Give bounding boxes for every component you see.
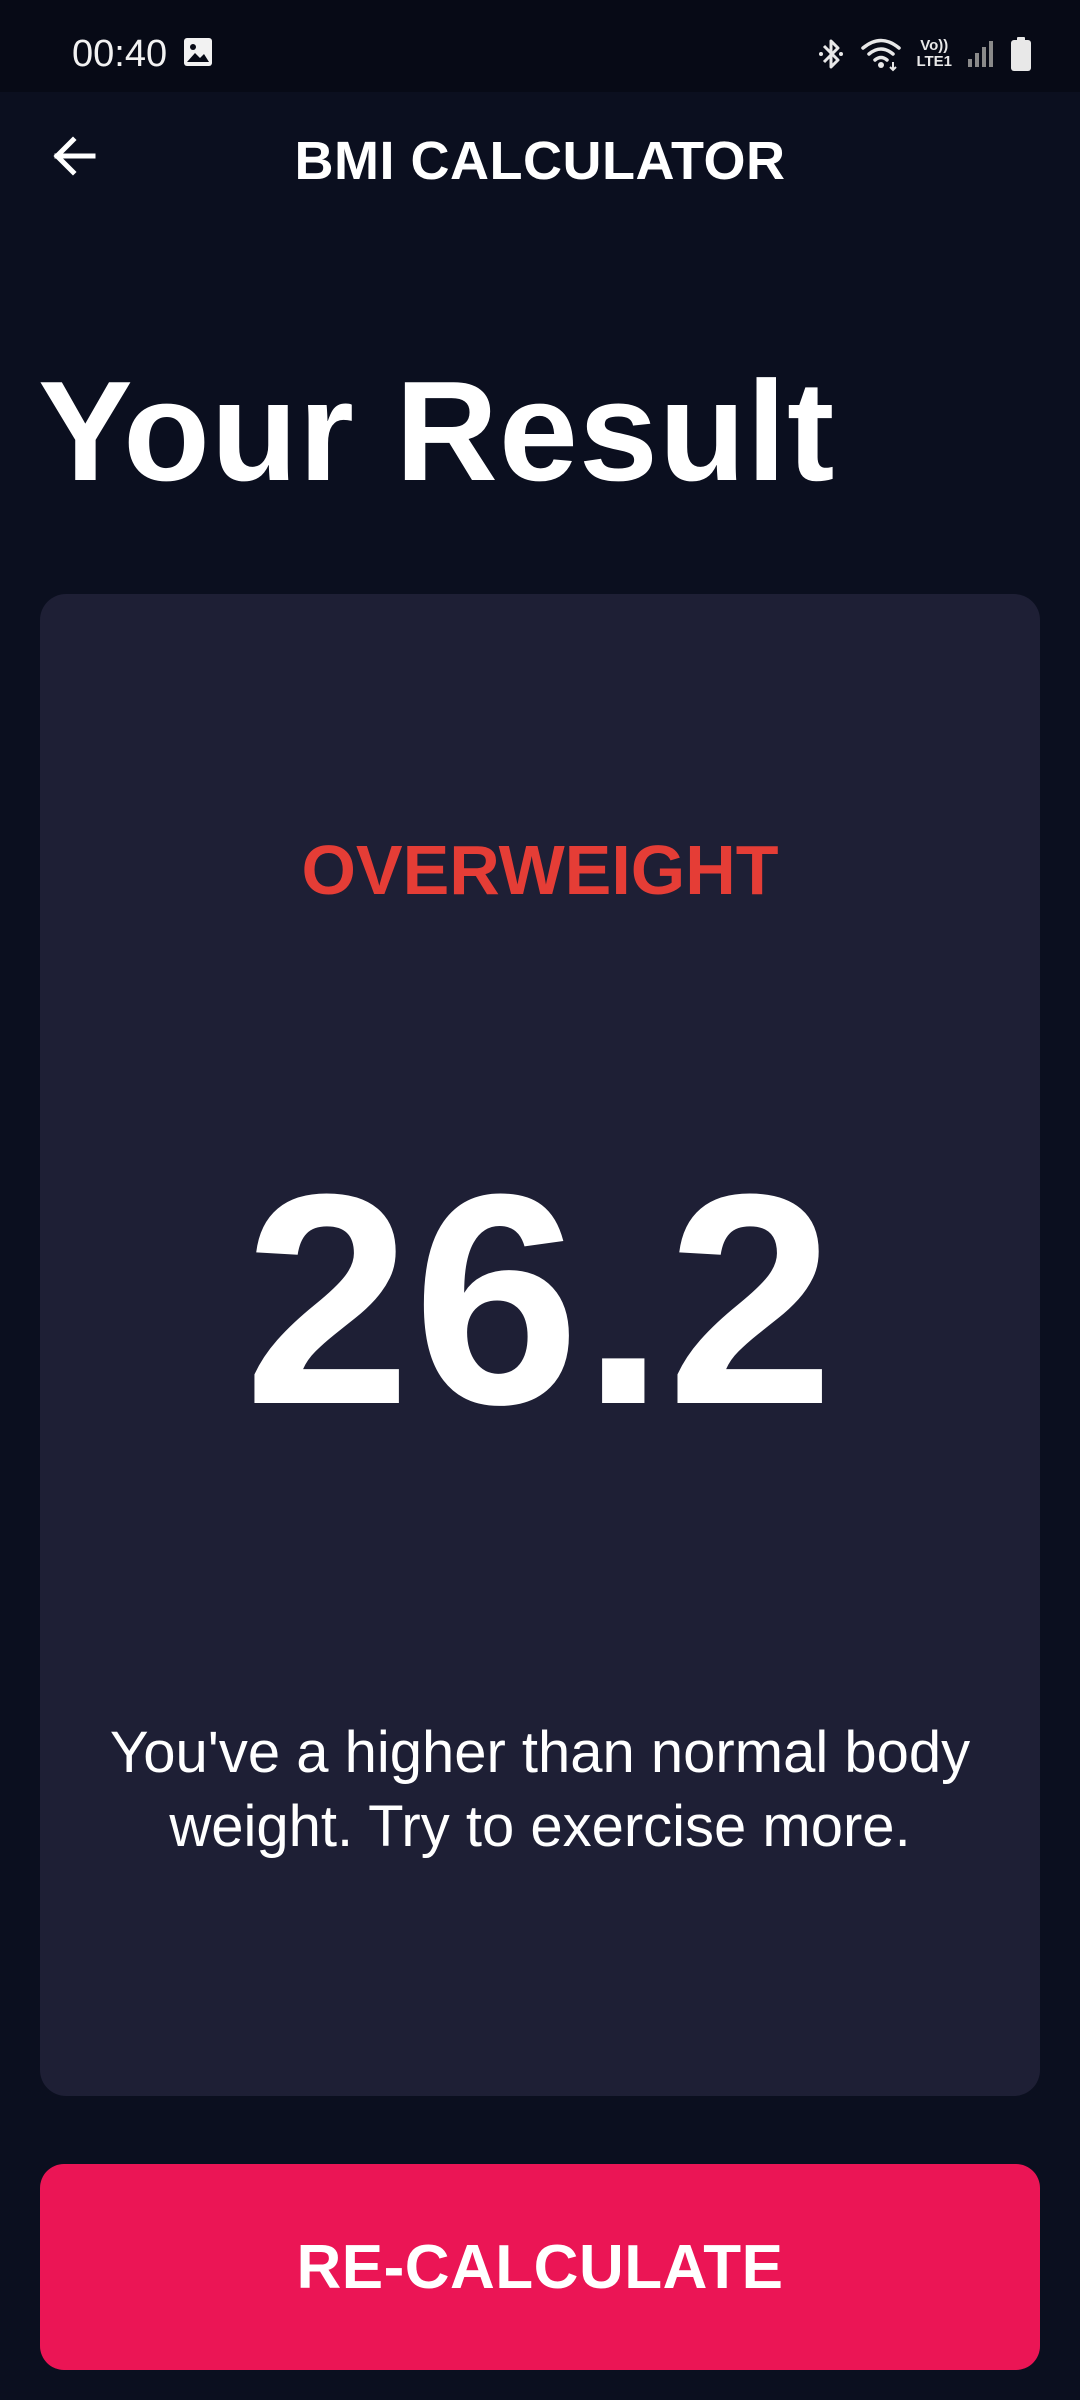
image-icon: [182, 36, 214, 68]
signal-icon: [966, 39, 996, 69]
battery-icon: [1010, 36, 1032, 72]
app-title: BMI CALCULATOR: [294, 131, 786, 191]
app-bar: BMI CALCULATOR: [0, 92, 1080, 232]
arrow-left-icon: [49, 131, 99, 186]
status-time: 00:40: [72, 33, 168, 75]
status-icons: Vo)) LTE1: [816, 28, 1032, 80]
volte-label-bottom: LTE1: [916, 53, 952, 70]
page-title: Your Result: [38, 352, 836, 511]
recalculate-button[interactable]: RE-CALCULATE: [40, 2164, 1040, 2370]
result-message: You've a higher than normal body weight.…: [109, 1720, 971, 1859]
volte-indicator: Vo)) LTE1: [916, 38, 952, 70]
wifi-icon: [860, 36, 902, 72]
bluetooth-icon: [816, 36, 846, 72]
bmi-value: 26.2: [244, 1131, 836, 1467]
back-button[interactable]: [36, 120, 112, 196]
volte-label-top: Vo)): [920, 37, 949, 54]
result-status: OVERWEIGHT: [301, 831, 779, 909]
status-bar: 00:40: [0, 0, 1080, 92]
result-card: OVERWEIGHT 26.2 You've a higher than nor…: [40, 594, 1040, 2096]
